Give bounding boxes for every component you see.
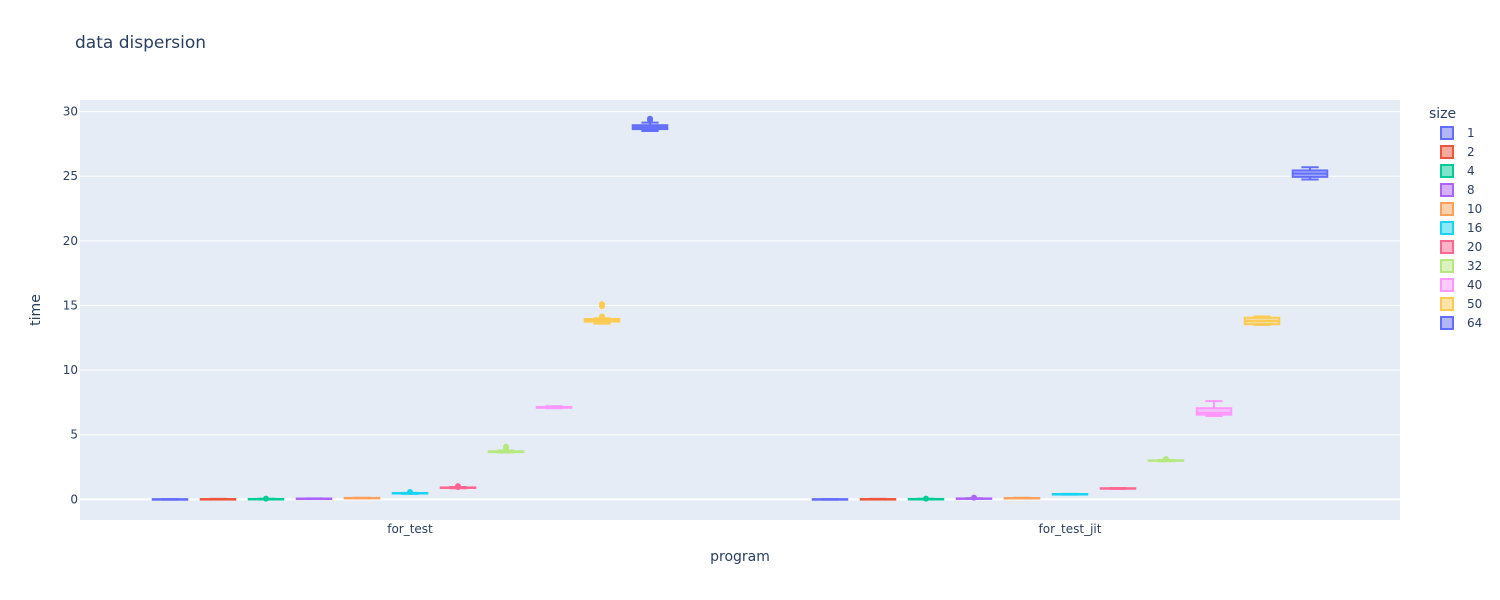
box-trace-size-8 [955,494,993,501]
legend-title: size [1429,106,1456,122]
box-trace-size-1 [811,498,849,501]
box-trace-size-50 [583,301,621,325]
legend-label: 2 [1467,145,1475,159]
chart-title: data dispersion [75,33,207,53]
box-trace-size-16 [391,488,429,495]
outlier-point [455,484,461,491]
legend-label: 4 [1467,164,1475,178]
box-trace-size-40 [1195,400,1233,417]
box-trace-size-2 [859,497,897,501]
legend-label: 8 [1467,183,1475,197]
legend-swatch [1440,297,1454,311]
legend-item-size-1: 1 [1440,126,1475,140]
y-tick-label: 5 [70,428,78,442]
x-tick-label: for_test [387,522,433,536]
outlier-point [971,494,977,501]
legend-swatch [1440,221,1454,235]
y-tick-label: 10 [63,363,78,377]
y-axis-title: time [28,294,44,326]
box-trace-size-50 [1243,315,1281,326]
plot-area-background [80,100,1400,520]
y-tick-label: 20 [63,234,78,248]
legend-label: 16 [1467,221,1482,235]
legend: size 1 2 4 8 10 16 20 32 40 50 64 [1429,106,1482,330]
box-trace-size-64 [631,115,669,133]
outlier-point [647,115,653,122]
x-axis-title: program [710,549,770,565]
box-trace-size-10 [343,496,381,500]
box-trace-size-1 [151,498,189,501]
box-trace-size-64 [1291,166,1329,181]
legend-item-size-40: 40 [1440,278,1482,292]
box [1195,407,1233,416]
box-trace-size-10 [1003,496,1041,500]
legend-swatch [1440,202,1454,216]
y-tick-labels: 0 5 10 15 20 25 30 [63,105,78,507]
outlier-point [503,446,509,453]
legend-label: 10 [1467,202,1482,216]
y-tick-label: 30 [63,105,78,119]
outlier-point [599,301,605,308]
box-trace-size-8 [295,497,333,501]
legend-label: 50 [1467,297,1482,311]
x-tick-labels: for_test for_test_jit [387,522,1102,536]
legend-swatch [1440,126,1454,140]
y-tick-label: 15 [63,298,78,312]
legend-swatch [1440,240,1454,254]
outlier-point [407,488,413,495]
legend-swatch [1440,278,1454,292]
box-trace-size-20 [1099,486,1137,490]
x-tick-label: for_test_jit [1039,522,1102,536]
box-trace-size-2 [199,497,237,501]
box-trace-size-32 [487,443,525,454]
legend-swatch [1440,259,1454,273]
legend-label: 1 [1467,126,1475,140]
legend-item-size-20: 20 [1440,240,1482,254]
legend-label: 40 [1467,278,1482,292]
box-trace-size-40 [535,405,573,410]
box-trace-size-16 [1051,492,1089,496]
y-tick-label: 25 [63,169,78,183]
legend-item-size-50: 50 [1440,297,1482,311]
legend-swatch [1440,164,1454,178]
box-trace-size-20 [439,483,477,491]
outlier-point [1163,456,1169,463]
legend-label: 32 [1467,259,1482,273]
box-trace-size-4 [247,495,285,502]
outlier-point [263,495,269,502]
outlier-point [923,495,929,502]
y-tick-label: 0 [70,492,78,506]
legend-item-size-4: 4 [1440,164,1475,178]
legend-swatch [1440,145,1454,159]
legend-item-size-10: 10 [1440,202,1482,216]
legend-item-size-16: 16 [1440,221,1482,235]
legend-item-size-2: 2 [1440,145,1475,159]
outlier-point [599,313,605,320]
legend-label: 20 [1467,240,1482,254]
legend-swatch [1440,316,1454,330]
box-traces [151,115,1329,502]
box-trace-size-4 [907,495,945,502]
legend-item-size-8: 8 [1440,183,1475,197]
legend-label: 64 [1467,316,1482,330]
legend-item-size-64: 64 [1440,316,1482,330]
box-trace-size-32 [1147,456,1185,463]
legend-swatch [1440,183,1454,197]
legend-item-size-32: 32 [1440,259,1482,273]
